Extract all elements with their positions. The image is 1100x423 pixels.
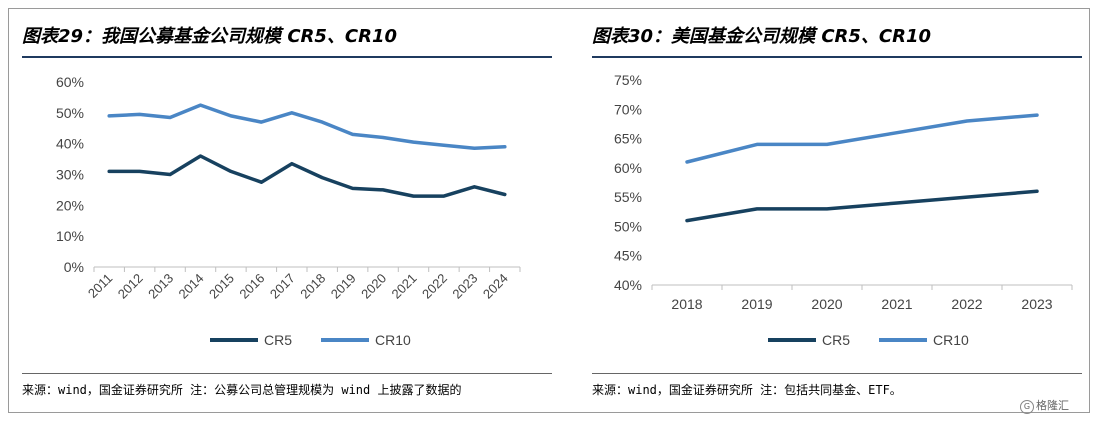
x-tick-label: 2022 bbox=[951, 296, 982, 312]
y-tick-label: 50% bbox=[56, 105, 84, 121]
series-line-cr5 bbox=[685, 189, 1039, 223]
y-tick-label: 55% bbox=[614, 189, 642, 205]
series-line-cr10 bbox=[107, 103, 507, 151]
x-tick-label: 2020 bbox=[811, 296, 842, 312]
x-tick-label: 2019 bbox=[741, 296, 772, 312]
y-tick-label: 0% bbox=[64, 259, 84, 275]
left-chart-title: 图表29：我国公募基金公司规模 CR5、CR10 bbox=[22, 26, 398, 47]
watermark-logo-icon: G bbox=[1020, 400, 1034, 414]
series-line-cr10 bbox=[685, 113, 1039, 164]
x-tick-label: 2019 bbox=[328, 271, 359, 302]
series-line-cr5 bbox=[107, 154, 507, 198]
x-tick-label: 2015 bbox=[206, 271, 237, 302]
x-tick-label: 2014 bbox=[176, 271, 207, 302]
figure-frame bbox=[8, 8, 1090, 413]
legend-label-cr10: CR10 bbox=[375, 332, 411, 348]
right-chart-title: 图表30：美国基金公司规模 CR5、CR10 bbox=[592, 26, 932, 47]
right-source-rule bbox=[592, 373, 1082, 374]
y-tick-label: 75% bbox=[614, 72, 642, 88]
x-tick-label: 2022 bbox=[419, 271, 450, 302]
legend-label-cr10: CR10 bbox=[933, 332, 969, 348]
y-tick-label: 40% bbox=[56, 136, 84, 152]
x-tick-label: 2024 bbox=[480, 271, 511, 302]
right-line-chart: 40% 45% 50% 55% 60% 65% 70% 75% 2018 2019 2020 2021… bbox=[614, 72, 1073, 348]
right-title-rule bbox=[592, 56, 1082, 58]
x-tick-label: 2012 bbox=[115, 271, 146, 302]
x-tick-label: 2023 bbox=[1021, 296, 1052, 312]
x-tick-label: 2011 bbox=[85, 271, 115, 301]
x-tick-label: 2021 bbox=[389, 271, 420, 302]
watermark-text: 格隆汇 bbox=[1036, 399, 1069, 412]
y-tick-label: 20% bbox=[56, 197, 84, 213]
x-tick-label: 2013 bbox=[145, 271, 176, 302]
y-tick-label: 60% bbox=[614, 160, 642, 176]
left-source-rule bbox=[22, 373, 552, 374]
left-source-note: 来源：wind，国金证券研究所 注：公募公司总管理规模为 wind 上披露了数据… bbox=[22, 383, 462, 397]
x-tick-label: 2018 bbox=[297, 271, 328, 302]
y-tick-label: 50% bbox=[614, 218, 642, 234]
left-title-rule bbox=[22, 56, 552, 58]
watermark: G 格隆汇 bbox=[1020, 397, 1069, 414]
right-source-note: 来源：wind，国金证券研究所 注：包括共同基金、ETF。 bbox=[592, 383, 902, 397]
x-tick-label: 2023 bbox=[449, 271, 480, 302]
x-tick-label: 2020 bbox=[358, 271, 389, 302]
y-tick-label: 30% bbox=[56, 167, 84, 183]
y-tick-label: 60% bbox=[56, 74, 84, 90]
y-tick-label: 10% bbox=[56, 228, 84, 244]
x-tick-label: 2017 bbox=[267, 271, 298, 302]
y-tick-label: 65% bbox=[614, 131, 642, 147]
y-tick-label: 70% bbox=[614, 101, 642, 117]
x-tick-label: 2018 bbox=[671, 296, 702, 312]
x-tick-label: 2021 bbox=[881, 296, 912, 312]
left-line-chart: 0% 10% 20% 30% 40% 50% 60% 2011 2012 2013 2014 2015… bbox=[56, 74, 521, 348]
y-tick-label: 40% bbox=[614, 277, 642, 293]
y-tick-label: 45% bbox=[614, 248, 642, 264]
legend-label-cr5: CR5 bbox=[264, 332, 292, 348]
x-tick-label: 2016 bbox=[236, 271, 267, 302]
legend-label-cr5: CR5 bbox=[822, 332, 850, 348]
